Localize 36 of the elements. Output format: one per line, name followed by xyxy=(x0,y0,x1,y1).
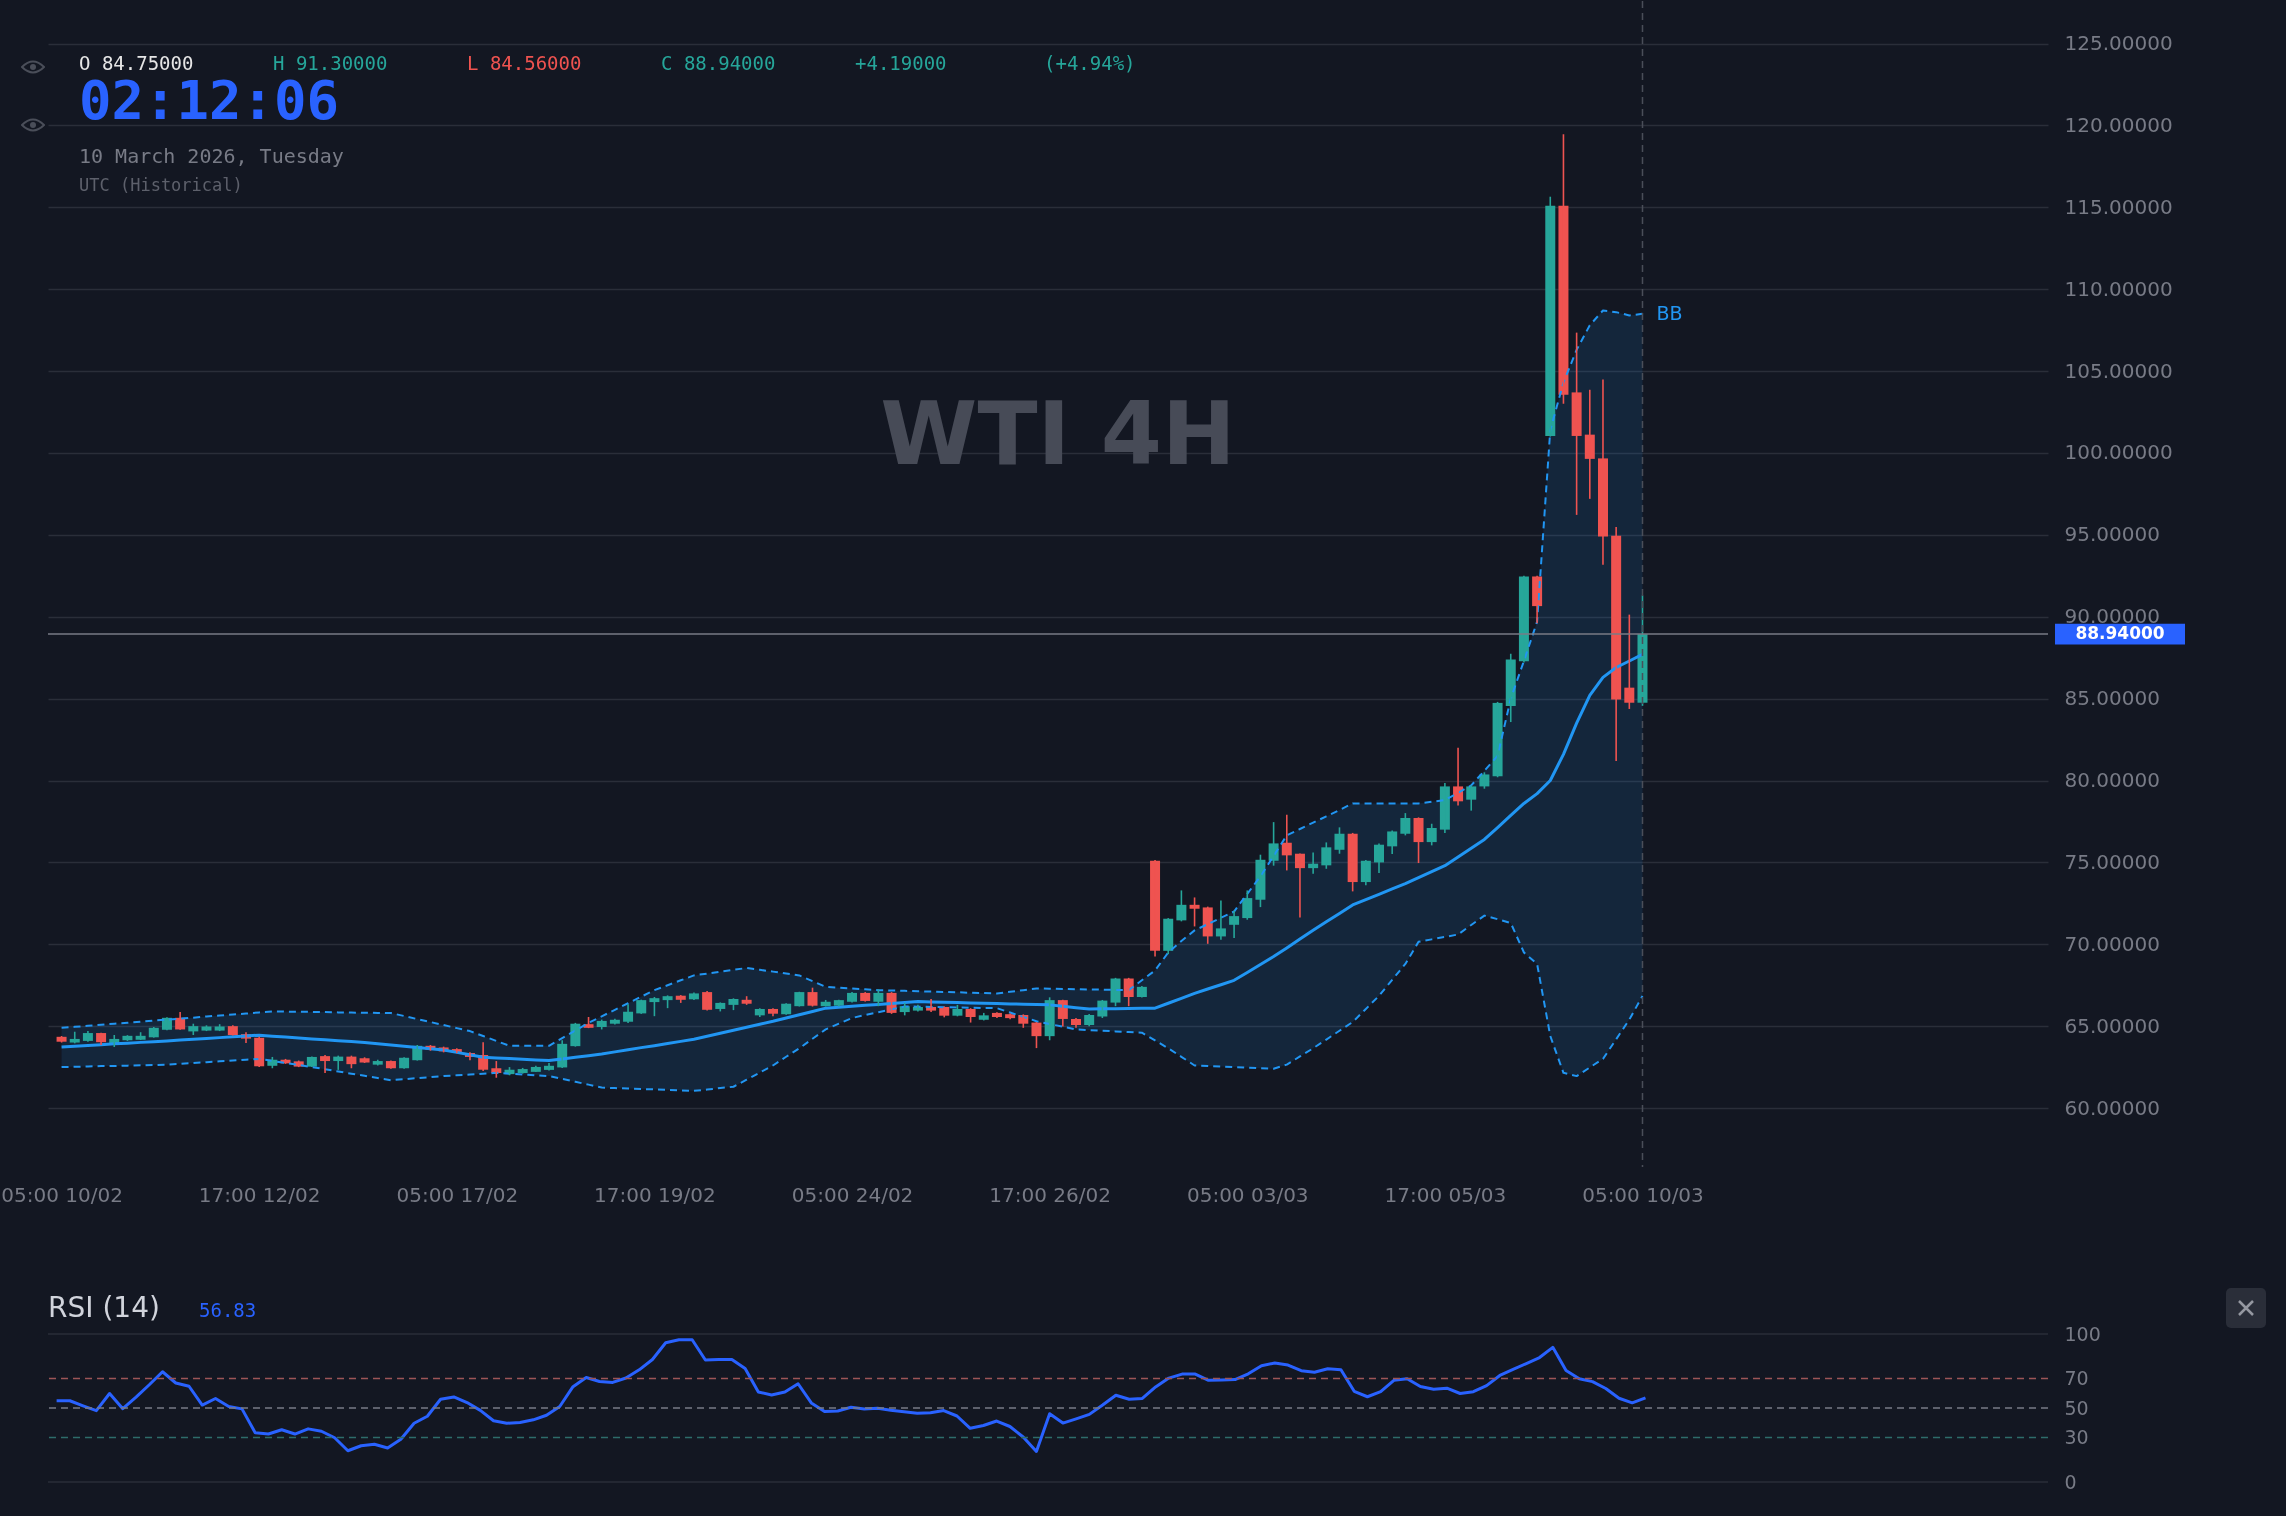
y-tick-label: 60.00000 xyxy=(2064,1095,2160,1120)
y-tick-label: 100.00000 xyxy=(2064,440,2173,465)
chart-subtitle: 56.83 xyxy=(199,1299,257,1321)
x-tick-label: 05:00 10/02 xyxy=(1,1182,123,1207)
x-tick-label: 17:00 19/02 xyxy=(594,1182,716,1207)
y-tick-label: 65.00000 xyxy=(2064,1013,2160,1038)
y-tick-label: 70 xyxy=(2064,1366,2089,1389)
y-tick-label: 125.00000 xyxy=(2064,31,2173,56)
y-tick-label: 75.00000 xyxy=(2064,849,2160,874)
y-tick-label: 70.00000 xyxy=(2064,931,2160,956)
annotation: (+4.94%) xyxy=(1044,52,1136,74)
y-tick-label: 95.00000 xyxy=(2064,522,2160,547)
x-tick-label: 05:00 24/02 xyxy=(791,1182,914,1207)
y-tick-label: 115.00000 xyxy=(2064,194,2173,219)
y-tick-label: 30 xyxy=(2064,1426,2089,1449)
x-tick-label: 17:00 05/03 xyxy=(1384,1182,1507,1207)
x-tick-label: 05:00 10/03 xyxy=(1582,1182,1704,1207)
annotation: UTC (Historical) xyxy=(79,175,243,195)
y-tick-label: 0 xyxy=(2064,1470,2077,1493)
chart-title: RSI (14) xyxy=(48,1291,160,1324)
y-tick-label: 85.00000 xyxy=(2064,686,2160,711)
annotation: 10 March 2026, Tuesday xyxy=(79,144,344,168)
annotation: C 88.94000 xyxy=(661,52,776,74)
y-tick-label: 105.00000 xyxy=(2064,358,2173,383)
annotation: +4.19000 xyxy=(855,52,947,74)
y-tick-label: 120.00000 xyxy=(2064,112,2173,137)
x-tick-label: 17:00 12/02 xyxy=(198,1182,321,1207)
y-tick-label: 100 xyxy=(2064,1322,2101,1345)
x-tick-label: 17:00 26/02 xyxy=(989,1182,1111,1207)
series-label: BB xyxy=(1656,301,1683,324)
x-tick-label: 05:00 17/02 xyxy=(396,1182,519,1207)
annotation: L 84.56000 xyxy=(467,52,582,74)
y-tick-label: 50 xyxy=(2064,1396,2089,1419)
y-tick-label: 80.00000 xyxy=(2064,768,2160,793)
x-tick-label: 05:00 03/03 xyxy=(1186,1182,1309,1207)
y-tick-label: 110.00000 xyxy=(2064,276,2173,301)
